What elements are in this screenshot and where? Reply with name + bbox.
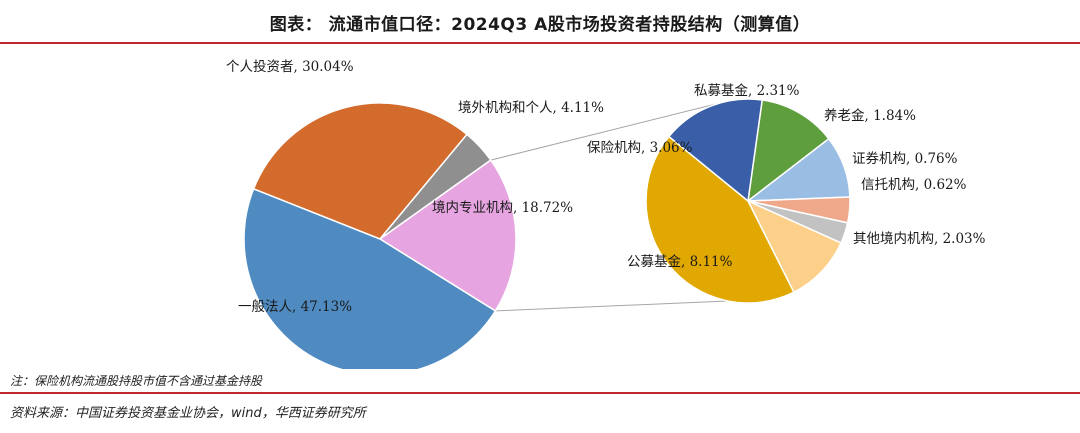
sub-label-养老金: 养老金, 1.84%: [824, 108, 916, 124]
connector-line-0: [490, 100, 729, 161]
main-slice-2: [378, 159, 517, 312]
sub-slice-4: [746, 199, 842, 294]
main-label-一般法人: 一般法人, 47.13%: [238, 299, 352, 315]
main-label-境外机构和个人: 境外机构和个人, 4.11%: [458, 100, 604, 116]
sub-label-其他境内机构: 其他境内机构, 2.03%: [853, 231, 986, 247]
sub-label-公募基金: 公募基金, 8.11%: [627, 253, 733, 270]
footnote: 注：保险机构流通股持股市值不含通过基金持股: [10, 374, 263, 388]
chart-title: 图表： 流通市值口径：2024Q3 A股市场投资者持股结构（测算值）: [269, 15, 811, 35]
main-slice-3: [243, 187, 497, 369]
sub-slice-0: [747, 99, 830, 203]
main-pie: [243, 102, 517, 369]
main-label-境内专业机构: 境内专业机构, 18.72%: [432, 200, 573, 216]
pie-of-pie-chart: 个人投资者, 30.04% 境外机构和个人, 4.11% 境内专业机构, 18.72…: [226, 59, 986, 369]
sub-slice-6: [667, 98, 764, 203]
sub-label-信托机构: 信托机构, 0.62%: [861, 177, 967, 193]
main-slice-0: [252, 102, 469, 240]
source-divider: [0, 392, 1080, 394]
sub-pie: [645, 98, 851, 304]
sub-label-保险机构: 保险机构, 3.06%: [587, 140, 693, 156]
slice-labels: 个人投资者, 30.04% 境外机构和个人, 4.11% 境内专业机构, 18.72…: [226, 59, 986, 315]
title-divider: [0, 42, 1080, 44]
connector-line-1: [495, 300, 729, 312]
source-line: 资料来源：中国证券投资基金业协会，wind，华西证券研究所: [10, 406, 366, 421]
connector-lines: [490, 100, 729, 312]
main-label-个人投资者: 个人投资者, 30.04%: [226, 59, 354, 75]
sub-label-证券机构: 证券机构, 0.76%: [852, 151, 958, 167]
sub-label-私募基金: 私募基金, 2.31%: [694, 82, 800, 99]
sub-slice-5: [645, 135, 795, 304]
